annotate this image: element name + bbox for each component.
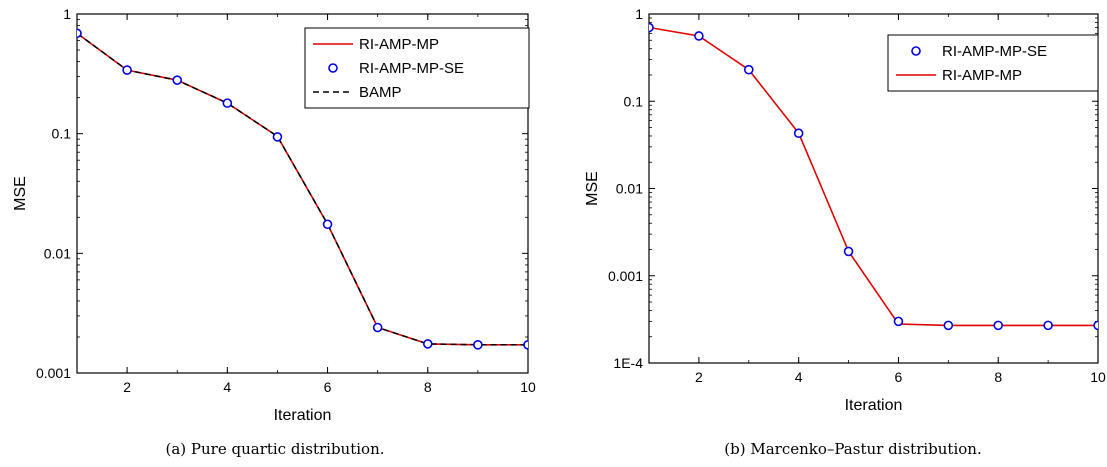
data-point-ri-amp-mp-se [272,132,283,142]
x-tick-label: 10 [1090,369,1106,385]
data-point-ri-amp-mp-se [893,316,904,327]
data-point-ri-amp-mp-se [77,28,82,39]
data-point-ri-amp-mp-se [743,64,754,75]
data-point-ri-amp-mp-se [473,340,483,350]
y-tick-label: 1E-4 [613,355,643,371]
data-point-ri-amp-mp-se [222,98,233,108]
data-point-ri-amp-mp-se [1043,320,1053,331]
legend-label: RI-AMP-MP [942,67,1022,84]
x-axis-title: Iteration [274,407,332,424]
series-group [649,22,1098,331]
data-point-ri-amp-mp-se [422,339,433,349]
y-tick-label: 1 [63,6,71,22]
y-axis-title: MSE [584,171,601,206]
series-line-bamp [77,32,528,346]
data-point-ri-amp-mp-se [649,22,654,33]
chart-a: 0.001 0.01 0.1 1 2 4 6 8 10 Iteration MSE (a) Pure … [12,6,536,458]
legend-label: RI-AMP-MP-SE [942,43,1047,60]
data-point-ri-amp-mp-se [122,65,132,75]
data-point-ri-amp-mp-se [694,31,704,41]
data-point-ri-amp-mp-se [523,340,528,350]
data-point-ri-amp-mp-se [1093,320,1098,331]
x-tick-label: 2 [695,369,703,385]
legend-marker-swatch [911,46,921,56]
y-tick-label: 0.01 [616,181,643,197]
y-tick-label: 0.001 [36,365,71,381]
data-point-ri-amp-mp-se [172,75,183,85]
y-axis-title: MSE [12,176,29,211]
legend: RI-AMP-MP-SE RI-AMP-MP [887,34,1099,92]
legend-marker-swatch [328,63,338,73]
legend-label: RI-AMP-MP-SE [359,60,464,77]
x-tick-label: 8 [994,369,1002,385]
legend: RI-AMP-MP RI-AMP-MP-SE BAMP [304,27,530,109]
y-tick-label: 0.1 [52,126,72,142]
chart-b: 1E-4 0.001 0.01 0.1 1 2 4 6 8 10 Iteration MSE (b) M… [584,6,1106,458]
y-tick-label: 0.01 [44,245,71,261]
x-tick-label: 4 [223,379,231,395]
y-tick-label: 0.1 [624,93,644,109]
data-point-ri-amp-mp-se [793,128,804,139]
data-point-ri-amp-mp-se [322,219,333,230]
series-group [77,28,528,350]
data-point-ri-amp-mp-se [993,320,1004,331]
figure-caption: (b) Marcenko–Pastur distribution. [724,440,981,458]
y-tick-label: 1 [635,6,643,22]
figure-caption: (a) Pure quartic distribution. [166,440,385,458]
data-point-ri-amp-mp-se [943,320,954,331]
data-point-ri-amp-mp-se [843,246,854,257]
x-tick-label: 6 [895,369,903,385]
x-tick-label: 10 [520,379,536,395]
x-tick-label: 8 [424,379,432,395]
x-tick-label: 4 [795,369,803,385]
series-line-ri-amp-mp [649,26,1098,327]
legend-box [304,27,530,109]
legend-label: RI-AMP-MP [359,36,439,53]
x-axis-title: Iteration [845,397,903,414]
legend-label: BAMP [359,84,402,101]
data-point-ri-amp-mp-se [372,322,383,333]
x-tick-label: 2 [123,379,131,395]
legend-box [887,34,1099,92]
y-tick-label: 0.001 [608,268,643,284]
x-tick-label: 6 [324,379,332,395]
